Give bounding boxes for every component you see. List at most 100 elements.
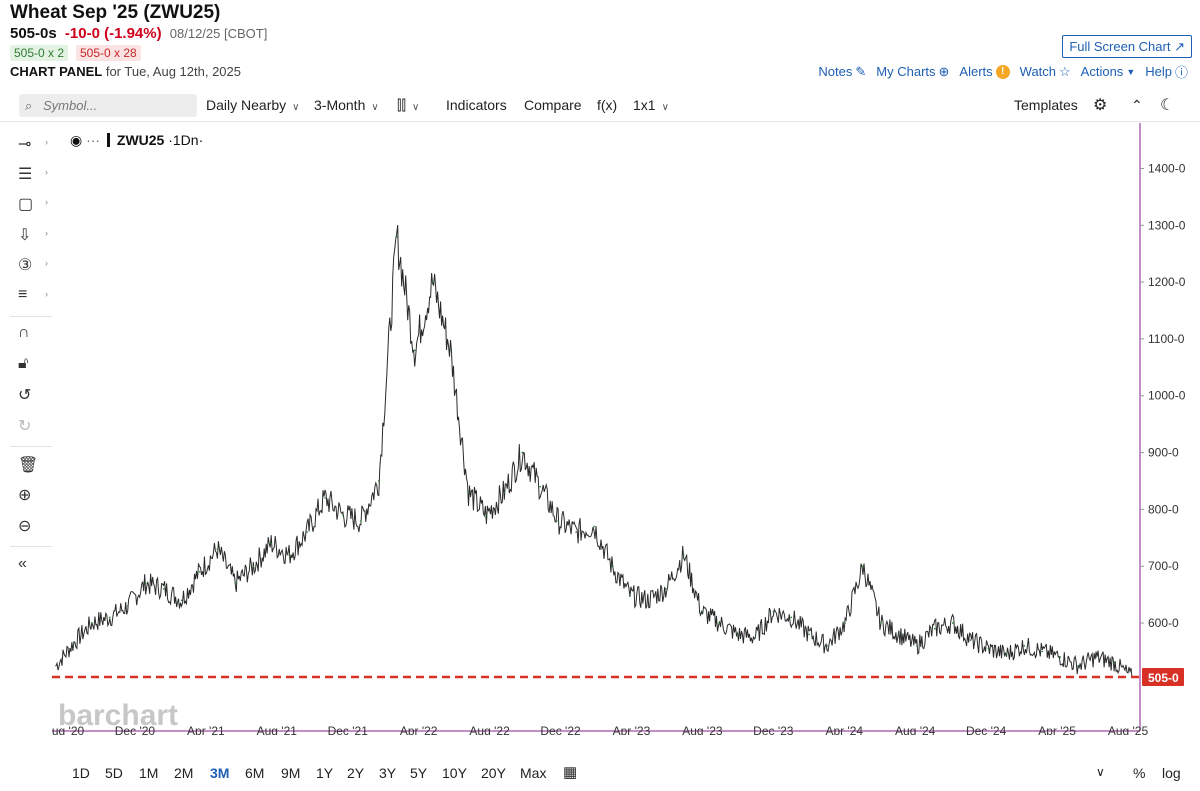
zoom-out-button[interactable]: ⊖: [18, 516, 46, 540]
price-point: [1041, 650, 1044, 653]
actions-menu[interactable]: Actions ▼: [1081, 62, 1136, 81]
range-10y[interactable]: 10Y: [442, 765, 467, 781]
dark-mode-icon[interactable]: ☾: [1160, 97, 1175, 114]
price-point: [360, 519, 362, 522]
candlestick-icon: ⫿⫿: [397, 97, 406, 113]
chart-area[interactable]: 600-0 700-0 800-0 900-0 1000-0 1100-0 1200-0 13…: [44, 123, 1200, 738]
fibonacci-tool[interactable]: ≡ ›: [18, 286, 48, 310]
collapse-sidebar-button[interactable]: «: [18, 555, 46, 579]
range-20y[interactable]: 20Y: [481, 765, 506, 781]
panel-date: for Tue, Aug 12th, 2025: [105, 64, 241, 79]
templates-button[interactable]: Templates: [1014, 97, 1078, 113]
price-point: [467, 491, 470, 494]
indicators-button[interactable]: Indicators: [446, 97, 507, 113]
crosshair-tool[interactable]: ⊸ ›: [18, 134, 48, 158]
redo-button[interactable]: ↻: [18, 416, 46, 440]
lock-tool[interactable]: 🔓︎: [18, 355, 46, 379]
notes-label: Notes: [818, 64, 853, 79]
range-2m[interactable]: 2M: [174, 765, 194, 781]
chart-legend: ◉ ··· ZWU25 ·1Dn·: [70, 132, 203, 149]
price-point: [288, 554, 290, 556]
alert-icon: !: [995, 64, 1010, 79]
log-scale-button[interactable]: log: [1162, 765, 1181, 781]
range-3y[interactable]: 3Y: [379, 765, 397, 781]
range-bar: 1D 5D 1M 2M 3M 6M 9M 1Y 2Y 3Y 5Y 10Y 20Y Max ▦ ∨% log: [0, 760, 1200, 788]
price-point: [109, 616, 111, 619]
last-price-label: 505-0: [1148, 671, 1179, 685]
more-icon[interactable]: ···: [86, 132, 101, 148]
chart-type-dropdown[interactable]: ⫿⫿ ∨: [397, 97, 419, 114]
arrow-tool[interactable]: ⇩ ›: [18, 225, 48, 249]
daily-nearby-dropdown[interactable]: Daily Nearby ∨: [206, 97, 299, 113]
period-dropdown[interactable]: 3-Month ∨: [314, 97, 379, 113]
magnet-tool[interactable]: ∩: [18, 324, 46, 348]
price-point: [736, 633, 739, 636]
symbol-search-input[interactable]: ⌕ Symbol...: [19, 94, 197, 117]
range-1d[interactable]: 1D: [72, 765, 90, 781]
double-chevron-down-icon[interactable]: ∨: [1096, 765, 1105, 779]
range-5y[interactable]: 5Y: [410, 765, 428, 781]
calendar-icon[interactable]: ▦: [563, 764, 578, 781]
notes-link[interactable]: Notes ✎: [818, 62, 866, 81]
price-point: [1077, 664, 1079, 667]
price-point: [647, 599, 649, 602]
price-point: [1023, 644, 1026, 647]
zoom-in-button[interactable]: ⊕: [18, 485, 46, 509]
range-6m[interactable]: 6M: [245, 765, 265, 781]
delete-button[interactable]: 🗑︎: [18, 455, 46, 479]
y-tick-label: 1300-0: [1148, 218, 1186, 232]
y-tick-label: 1100-0: [1148, 332, 1185, 346]
x-tick-label: Dec '22: [540, 724, 581, 735]
price-point: [593, 525, 595, 528]
x-tick-label: Aug '22: [469, 724, 510, 735]
price-point: [700, 610, 703, 613]
fx-button[interactable]: f(x): [597, 97, 618, 113]
collapse-up-icon[interactable]: ⌃: [1131, 97, 1143, 113]
chevron-right-icon: ›: [45, 167, 48, 177]
range-9m[interactable]: 9M: [281, 765, 301, 781]
bid-badge: 505-0 x 2: [10, 45, 69, 61]
shapes-tool[interactable]: ▢ ›: [18, 194, 48, 218]
range-1m[interactable]: 1M: [139, 765, 159, 781]
caret-down-icon: ▼: [1126, 66, 1136, 77]
chevron-down-icon: ∨: [292, 102, 300, 113]
price-point: [395, 235, 398, 238]
range-5d[interactable]: 5D: [105, 765, 123, 781]
help-link[interactable]: Help ⓘ: [1145, 62, 1188, 81]
price-point: [521, 451, 524, 454]
range-max[interactable]: Max: [520, 765, 547, 781]
percent-scale-button[interactable]: %: [1133, 765, 1146, 781]
alerts-label: Alerts: [959, 64, 993, 79]
price-line: 505-0s -10-0 (-1.94%) 08/12/25 [CBOT]: [10, 25, 267, 42]
top-links: Notes ✎ My Charts ⊕ Alerts! Watch ☆ Actions…: [818, 62, 1188, 81]
number-tool[interactable]: ③ ›: [18, 255, 48, 279]
x-tick-label: Dec '24: [966, 724, 1007, 735]
chevron-right-icon: ›: [45, 228, 48, 238]
range-2y[interactable]: 2Y: [347, 765, 365, 781]
plus-circle-icon: ⊕: [938, 63, 950, 79]
watch-link[interactable]: Watch ☆: [1020, 62, 1071, 81]
y-tick-label: 1400-0: [1148, 161, 1186, 175]
x-tick-label: Apr '21: [187, 724, 225, 735]
price-point: [180, 599, 183, 602]
range-1y[interactable]: 1Y: [316, 765, 334, 781]
price-point: [449, 349, 452, 352]
my-charts-link[interactable]: My Charts ⊕: [876, 62, 949, 81]
price-point: [772, 610, 775, 613]
lines-tool[interactable]: ☰ ›: [18, 164, 48, 188]
x-tick-label: Aug '24: [895, 724, 936, 735]
price-point: [91, 622, 93, 624]
divider: [10, 446, 52, 447]
chevron-right-icon: ›: [45, 137, 48, 147]
price-chart-svg[interactable]: 600-0 700-0 800-0 900-0 1000-0 1100-0 1200-0 13…: [44, 123, 1200, 738]
undo-button[interactable]: ↺: [18, 385, 46, 409]
price-point: [485, 514, 488, 516]
full-screen-chart-button[interactable]: Full Screen Chart ↗: [1062, 35, 1192, 58]
x-tick-label: Aug '21: [257, 724, 298, 735]
gear-icon[interactable]: ⚙: [1093, 97, 1108, 114]
range-3m[interactable]: 3M: [210, 765, 230, 781]
compare-button[interactable]: Compare: [524, 97, 582, 113]
layout-dropdown[interactable]: 1x1 ∨: [633, 97, 669, 113]
eye-icon[interactable]: ◉: [70, 132, 83, 148]
alerts-link[interactable]: Alerts!: [959, 62, 1010, 81]
